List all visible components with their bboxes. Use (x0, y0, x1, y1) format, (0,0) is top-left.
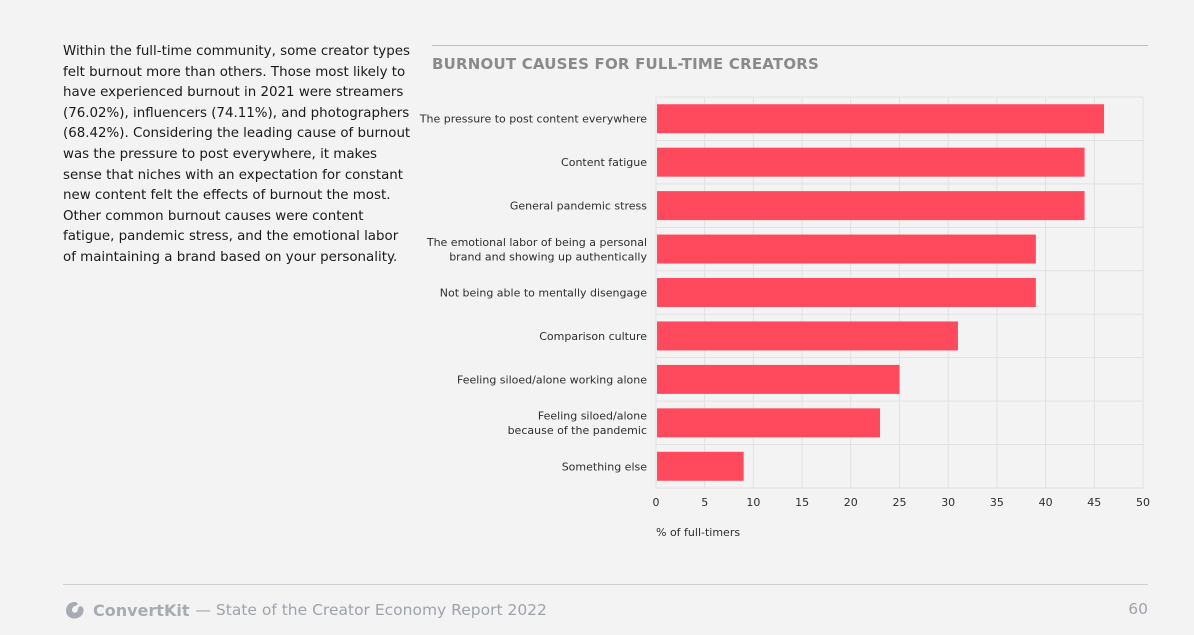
page-number: 60 (1128, 600, 1148, 618)
bar (657, 451, 744, 481)
category-label: Feeling siloed/alone working alone (457, 373, 647, 386)
category-label: General pandemic stress (510, 200, 647, 213)
chart-title: BURNOUT CAUSES FOR FULL-TIME CREATORS (432, 55, 820, 73)
x-tick-label: 25 (893, 496, 907, 509)
x-tick-label: 20 (844, 496, 858, 509)
x-tick-label: 0 (653, 496, 660, 509)
footer-divider (63, 584, 1148, 585)
x-tick-label: 30 (941, 496, 955, 509)
x-axis-title: % of full-timers (656, 526, 740, 539)
bar (657, 278, 1036, 307)
x-tick-label: 15 (795, 496, 809, 509)
bar (657, 234, 1036, 264)
category-label: Comparison culture (539, 330, 647, 343)
x-tick-label: 45 (1087, 496, 1101, 509)
bar (657, 408, 881, 438)
x-tick-label: 50 (1136, 496, 1150, 509)
bar (657, 364, 900, 394)
x-tick-label: 40 (1039, 496, 1053, 509)
x-tick-label: 35 (990, 496, 1004, 509)
footer-report-title: — State of the Creator Economy Report 20… (195, 601, 547, 619)
category-label: Feeling siloed/alone because of the pande… (508, 410, 648, 438)
category-label: The emotional labor of being a personal b… (426, 236, 648, 263)
x-tick-label: 10 (746, 496, 760, 509)
convertkit-logo-icon (66, 602, 84, 619)
category-label: The pressure to post content everywhere (419, 113, 647, 126)
burnout-causes-chart: The pressure to post content everywhere C… (419, 96, 1150, 539)
bar (657, 104, 1105, 134)
bar (657, 147, 1085, 177)
footer: ConvertKit — State of the Creator Econom… (63, 598, 547, 622)
category-label: Not being able to mentally disengage (440, 287, 647, 300)
footer-brand: ConvertKit (93, 600, 190, 620)
chart-top-divider (432, 45, 1148, 46)
x-tick-label: 5 (701, 496, 708, 509)
bar (657, 191, 1085, 221)
category-label: Something else (562, 460, 648, 473)
intro-paragraph: Within the full-time community, some cre… (63, 44, 411, 265)
bar (657, 321, 958, 351)
category-label: Content fatigue (561, 156, 647, 169)
